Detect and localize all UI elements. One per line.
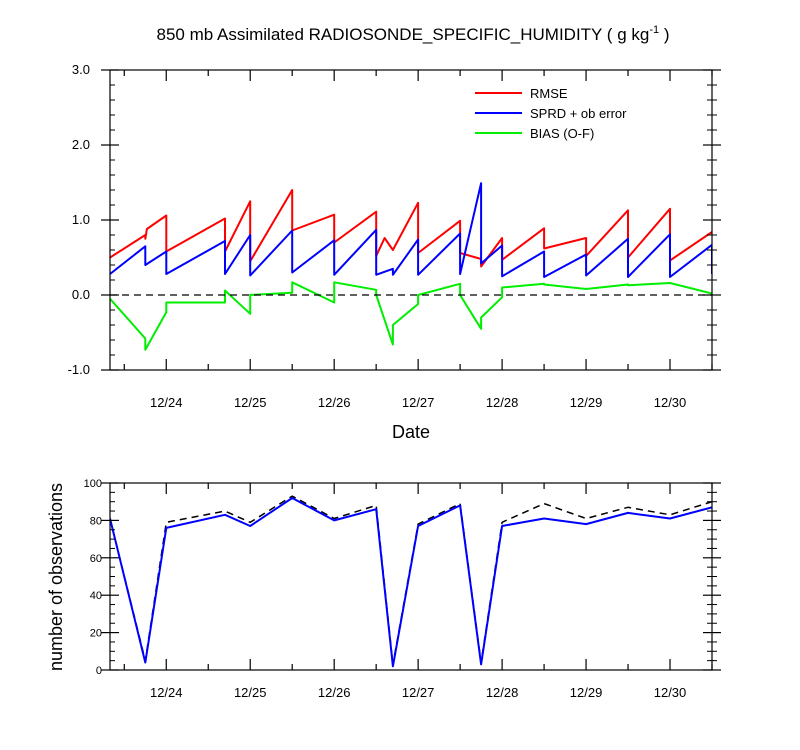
chart-title: 850 mb Assimilated RADIOSONDE_SPECIFIC_H… (157, 24, 670, 44)
count-tick-labels: 12/24 12/25 12/26 12/27 12/28 12/29 12/30 0 20 40… (84, 478, 687, 700)
y-tick-label: 60 (90, 553, 102, 565)
series-line-used (110, 497, 712, 668)
series-line-rmse (110, 189, 712, 268)
x-tick-label: 12/24 (150, 395, 183, 410)
x-tick-label: 12/26 (318, 685, 351, 700)
series-line-bias-o-f (110, 281, 712, 351)
statistics-ticks (101, 69, 721, 371)
y-tick-label: -1.0 (68, 362, 90, 377)
y-tick-label: 20 (90, 628, 102, 640)
x-tick-label: 12/25 (234, 395, 267, 410)
statistics-series-group (110, 182, 712, 351)
y-tick-label: 3.0 (72, 62, 90, 77)
y-axis-label-observations: number of observations (46, 483, 66, 671)
y-tick-label: 0 (96, 665, 102, 677)
series-line-possible (110, 495, 712, 666)
y-tick-label: 0.0 (72, 287, 90, 302)
count-plot-frame (109, 482, 713, 671)
x-tick-label: 12/30 (654, 395, 687, 410)
x-tick-label: 12/30 (654, 685, 687, 700)
x-tick-label: 12/29 (570, 395, 603, 410)
x-tick-label: 12/24 (150, 685, 183, 700)
y-tick-label: 2.0 (72, 137, 90, 152)
observation-count-panel: 12/24 12/25 12/26 12/27 12/28 12/29 12/30 0 20 40… (46, 478, 721, 700)
y-tick-label: 1.0 (72, 212, 90, 227)
y-tick-label: 80 (90, 515, 102, 527)
x-tick-label: 12/28 (486, 395, 519, 410)
legend: RMSE SPRD + ob error BIAS (O-F) (475, 86, 627, 141)
legend-label-rmse: RMSE (530, 86, 568, 101)
y-tick-label: 100 (84, 478, 102, 490)
series-line-sprd-ob-error (110, 182, 712, 278)
x-axis-label: Date (392, 422, 430, 442)
x-tick-label: 12/29 (570, 685, 603, 700)
x-tick-label: 12/27 (402, 395, 435, 410)
legend-label-sprd: SPRD + ob error (530, 106, 627, 121)
statistics-tick-labels: 12/24 12/25 12/26 12/27 12/28 12/29 12/30 -1.0 0… (68, 62, 687, 410)
statistics-panel: 12/24 12/25 12/26 12/27 12/28 12/29 12/30 -1.0 0… (68, 62, 721, 442)
x-tick-label: 12/25 (234, 685, 267, 700)
x-tick-label: 12/26 (318, 395, 351, 410)
legend-label-bias: BIAS (O-F) (530, 126, 594, 141)
y-tick-label: 40 (90, 590, 102, 602)
statistics-plot-frame (109, 69, 713, 371)
count-ticks (101, 482, 721, 671)
count-series-group (110, 495, 712, 668)
x-tick-label: 12/28 (486, 685, 519, 700)
x-tick-label: 12/27 (402, 685, 435, 700)
